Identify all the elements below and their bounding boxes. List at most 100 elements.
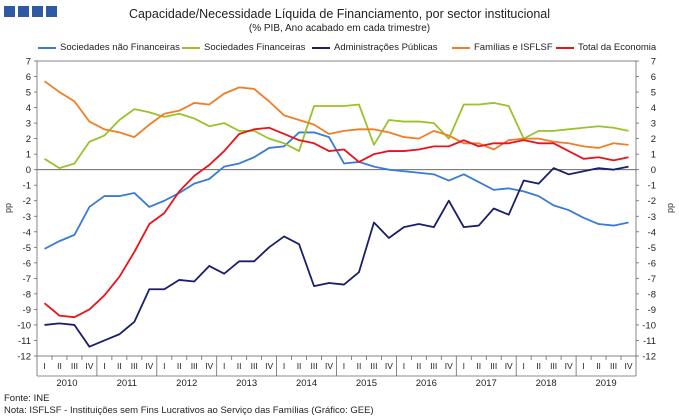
quarter-label: I xyxy=(103,361,105,371)
quarter-label: III xyxy=(490,361,497,371)
legend-swatch xyxy=(312,46,330,49)
y-tick-label-right: 7 xyxy=(651,57,656,68)
logo-square xyxy=(32,6,43,17)
legend-label: Famílias e ISFLSF xyxy=(474,42,553,53)
quarter-label: IV xyxy=(565,361,573,371)
year-label: 2013 xyxy=(236,378,257,389)
y-tick-label-right: -11 xyxy=(643,336,656,347)
y-tick-label-left: -6 xyxy=(23,258,31,269)
y-tick-label-right: -5 xyxy=(648,243,656,254)
y-tick-label-left: 0 xyxy=(26,165,31,176)
quarter-label: III xyxy=(251,361,258,371)
quarter-label: I xyxy=(343,361,345,371)
y-tick-label-right: -1 xyxy=(648,181,656,192)
year-label: 2010 xyxy=(56,378,77,389)
quarter-label: IV xyxy=(145,361,153,371)
logo-square xyxy=(18,6,29,17)
legend-label: Administrações Públicas xyxy=(334,42,438,53)
year-label: 2019 xyxy=(595,378,616,389)
quarter-label: IV xyxy=(325,361,333,371)
legend-label: Sociedades Financeiras xyxy=(204,42,306,53)
quarter-label: IV xyxy=(265,361,273,371)
quarter-label: II xyxy=(416,361,421,371)
logo-square xyxy=(4,6,15,17)
y-tick-label-left: -7 xyxy=(23,274,31,285)
quarter-label: III xyxy=(71,361,78,371)
logo-square xyxy=(46,6,57,17)
quarter-label: II xyxy=(476,361,481,371)
source-note: Fonte: INE xyxy=(4,393,50,404)
quarter-label: II xyxy=(297,361,302,371)
quarter-label: III xyxy=(430,361,437,371)
legend-item: Administrações Públicas xyxy=(312,42,438,53)
legend-item: Sociedades não Financeiras xyxy=(38,42,180,53)
quarter-label: II xyxy=(536,361,541,371)
y-tick-label-left: -2 xyxy=(23,196,31,207)
year-label: 2014 xyxy=(296,378,317,389)
legend-item: Total da Economia xyxy=(556,42,656,53)
quarter-label: II xyxy=(357,361,362,371)
series-line xyxy=(44,102,629,170)
y-tick-label-left: 2 xyxy=(26,134,31,145)
y-tick-label-left: -10 xyxy=(17,320,31,331)
year-label: 2011 xyxy=(117,378,137,389)
y-tick-label-left: -8 xyxy=(23,289,31,300)
y-tick-label-right: -8 xyxy=(648,289,656,300)
year-label: 2017 xyxy=(476,378,497,389)
ine-logo xyxy=(4,6,57,17)
series-line xyxy=(43,126,629,319)
y-tick-label-left: -5 xyxy=(23,243,31,254)
y-tick-label-left: 3 xyxy=(26,119,31,130)
year-label: 2018 xyxy=(536,378,557,389)
y-tick-label-left: -3 xyxy=(23,212,31,223)
y-tick-label-right: 2 xyxy=(651,134,656,145)
legend-label: Sociedades não Financeiras xyxy=(60,42,180,53)
series-line xyxy=(44,165,629,348)
y-tick-label-left: 5 xyxy=(26,88,31,99)
y-tick-label-right: -4 xyxy=(648,227,656,238)
quarter-label: I xyxy=(163,361,165,371)
quarter-label: II xyxy=(596,361,601,371)
y-tick-label-right: -12 xyxy=(642,352,656,363)
y-tick-label-right: 6 xyxy=(651,72,656,83)
quarter-label: II xyxy=(57,361,62,371)
y-tick-label-right: 1 xyxy=(651,150,656,161)
quarter-label: IV xyxy=(445,361,453,371)
y-tick-label-right: 3 xyxy=(651,119,656,130)
quarter-label: I xyxy=(463,361,465,371)
quarter-label: I xyxy=(43,361,45,371)
quarter-label: III xyxy=(610,361,617,371)
y-tick-label-right: 5 xyxy=(651,88,656,99)
quarter-label: III xyxy=(310,361,317,371)
y-tick-label-right: -3 xyxy=(648,212,656,223)
legend-swatch xyxy=(38,46,56,49)
quarter-label: II xyxy=(237,361,242,371)
quarter-label: IV xyxy=(85,361,93,371)
legend-swatch xyxy=(452,46,470,49)
y-tick-label-left: -12 xyxy=(17,352,31,363)
y-tick-label-left: -11 xyxy=(18,336,31,347)
abbreviation-note: Nota: ISFLSF - Instituições sem Fins Luc… xyxy=(4,405,374,416)
quarter-label: II xyxy=(177,361,182,371)
quarter-label: I xyxy=(223,361,225,371)
legend-item: Sociedades Financeiras xyxy=(182,42,305,53)
chart-footer: Fonte: INE Nota: ISFLSF - Instituições s… xyxy=(4,393,374,417)
y-tick-label-left: 6 xyxy=(26,72,31,83)
y-tick-label-right: -7 xyxy=(648,274,656,285)
quarter-label: IV xyxy=(205,361,213,371)
y-tick-label-left: -9 xyxy=(23,305,31,316)
y-tick-label-right: -6 xyxy=(648,258,656,269)
legend-swatch xyxy=(182,46,200,49)
quarter-label: IV xyxy=(624,361,632,371)
quarter-label: IV xyxy=(505,361,513,371)
legend-item: Famílias e ISFLSF xyxy=(452,42,553,53)
quarter-label: I xyxy=(582,361,584,371)
series-line xyxy=(43,80,629,151)
year-label: 2015 xyxy=(356,378,377,389)
chart-legend: Sociedades não Financeiras Sociedades Fi… xyxy=(0,42,679,56)
quarter-label: II xyxy=(117,361,122,371)
y-tick-label-right: 0 xyxy=(651,165,656,176)
y-tick-label-left: 4 xyxy=(26,103,31,114)
legend-swatch xyxy=(556,46,574,49)
quarter-label: I xyxy=(523,361,525,371)
